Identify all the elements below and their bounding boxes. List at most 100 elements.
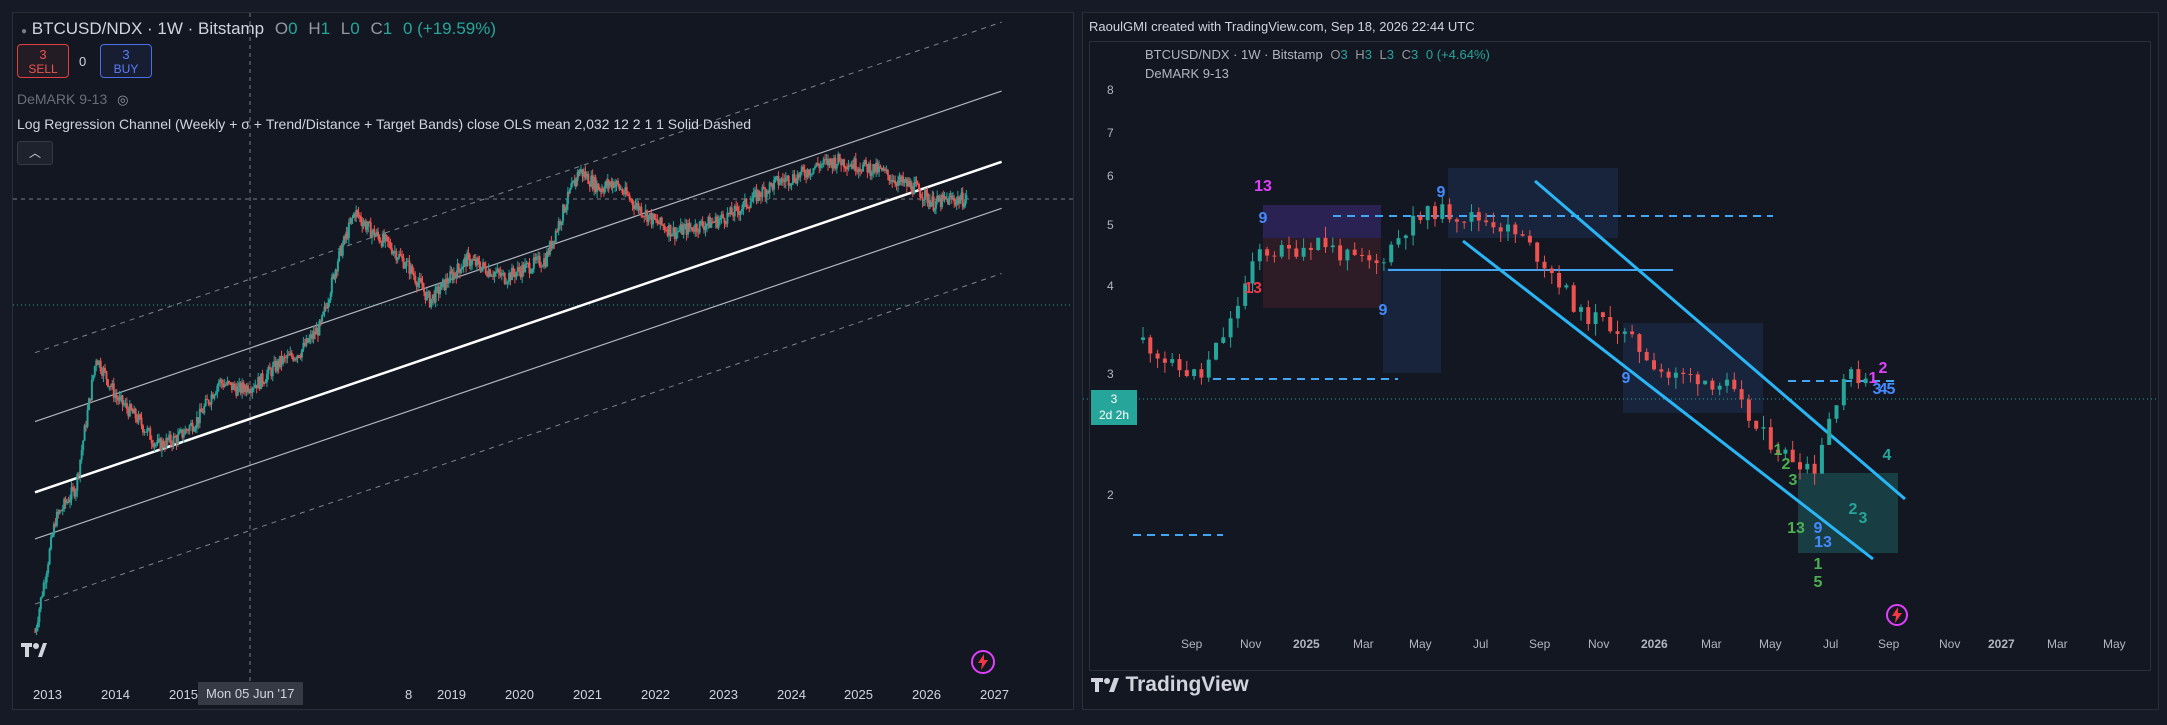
candle-body	[564, 208, 567, 212]
candle-body	[660, 217, 663, 225]
candle-body	[1673, 372, 1678, 378]
candle-body	[624, 187, 627, 195]
candle-body	[571, 182, 574, 184]
candle-body	[306, 338, 309, 343]
regression-indicator-legend[interactable]: Log Regression Channel (Weekly + σ + Tre…	[17, 116, 752, 132]
candle-body	[163, 446, 166, 448]
candle-body	[637, 202, 640, 211]
candle-body	[1615, 331, 1620, 334]
candle-body	[85, 425, 88, 427]
candle-body	[494, 271, 497, 273]
candle-body	[188, 425, 191, 431]
candle-body	[854, 158, 857, 172]
candle-body	[473, 258, 476, 260]
candle-body	[375, 231, 378, 235]
right-lightning-alert-icon[interactable]	[1885, 603, 1909, 627]
candle-body	[796, 174, 799, 184]
candle-body	[649, 212, 652, 215]
candle-body	[156, 440, 159, 444]
candle-body	[241, 382, 244, 393]
candle-body	[870, 172, 873, 176]
candle-body	[630, 199, 633, 201]
candle-body	[960, 192, 963, 200]
candle-body	[829, 158, 832, 162]
candle-body	[608, 183, 611, 187]
candle-body	[908, 181, 911, 187]
candle-body	[267, 367, 270, 374]
candle-body	[472, 259, 475, 261]
eye-crossed-icon[interactable]: ◎	[117, 92, 129, 107]
candle-body	[439, 289, 442, 295]
candle-body	[76, 474, 79, 492]
candle-body	[1425, 206, 1430, 221]
left-symbol-title[interactable]: BTCUSD/NDX · 1W · Bitstamp	[31, 19, 265, 38]
candle-body	[810, 173, 813, 175]
candle-body	[404, 266, 407, 269]
candle-body	[165, 438, 168, 448]
right-symbol-title[interactable]: BTCUSD/NDX · 1W · Bitstamp	[1145, 47, 1323, 62]
candle-body	[953, 197, 956, 202]
collapse-legend-button[interactable]: ︿	[17, 141, 53, 165]
candle-body	[593, 177, 596, 190]
candle-body	[527, 262, 530, 264]
candle-body	[411, 265, 414, 274]
candle-body	[461, 267, 464, 270]
buy-button[interactable]: 3 BUY	[100, 44, 152, 78]
candle-body	[458, 268, 461, 273]
left-chart-panel[interactable]: ● BTCUSD/NDX · 1W · Bitstamp O0 H1 L0 C1…	[12, 12, 1074, 710]
right-demark-legend[interactable]: DeMARK 9-13	[1145, 66, 1229, 81]
candle-body	[363, 221, 366, 224]
candle-body	[633, 204, 636, 209]
candle-body	[841, 159, 844, 166]
regression-upper-sigma-band	[34, 90, 1002, 423]
candle-body	[334, 270, 337, 280]
candle-body	[757, 190, 760, 202]
candle-body	[109, 386, 112, 388]
candle-body	[264, 382, 267, 384]
candle-body	[860, 170, 863, 172]
last-price-value: 3	[1110, 392, 1118, 406]
candle-body	[308, 338, 311, 343]
left-open-value: 0	[288, 19, 298, 38]
candle-body	[563, 204, 566, 212]
candle-body	[607, 180, 610, 187]
demark-indicator-legend[interactable]: DeMARK 9-13 ◎	[17, 91, 129, 108]
candle-body	[745, 198, 748, 208]
candle-body	[543, 258, 546, 267]
y-tick-7: 7	[1107, 126, 1114, 140]
candle-body	[851, 164, 854, 169]
right-chart-panel[interactable]: RaoulGMI created with TradingView.com, S…	[1082, 12, 2159, 710]
candle-body	[738, 211, 741, 216]
lightning-alert-icon[interactable]	[970, 649, 996, 675]
candle-body	[200, 408, 203, 413]
candle-body	[821, 163, 824, 165]
candle-body	[478, 260, 481, 268]
candle-body	[732, 214, 735, 217]
sell-button[interactable]: 3 SELL	[17, 44, 69, 78]
candle-body	[496, 269, 499, 272]
candle-body	[370, 232, 373, 238]
left-chart-canvas[interactable]	[13, 13, 1074, 710]
candle-body	[581, 169, 584, 177]
candle-body	[450, 271, 453, 273]
candle-body	[786, 176, 789, 178]
candle-body	[1250, 261, 1255, 284]
candle-body	[651, 213, 654, 225]
candle-body	[931, 196, 934, 203]
candle-body	[937, 195, 940, 202]
tradingview-logo-icon[interactable]	[21, 639, 47, 661]
candle-body	[1637, 334, 1642, 352]
candle-body	[708, 216, 711, 228]
candle-body	[434, 287, 437, 303]
candle-body	[941, 194, 944, 207]
x-tick-2026: 2026	[912, 687, 941, 702]
candle-body	[666, 230, 669, 236]
tradingview-brand[interactable]: TradingView	[1091, 673, 1249, 703]
candle-body	[797, 174, 800, 178]
candle-body	[347, 222, 350, 239]
x-tick-2019: 2019	[437, 687, 466, 702]
candle-body	[159, 438, 162, 451]
candle-body	[195, 417, 198, 428]
candle-body	[739, 211, 742, 216]
